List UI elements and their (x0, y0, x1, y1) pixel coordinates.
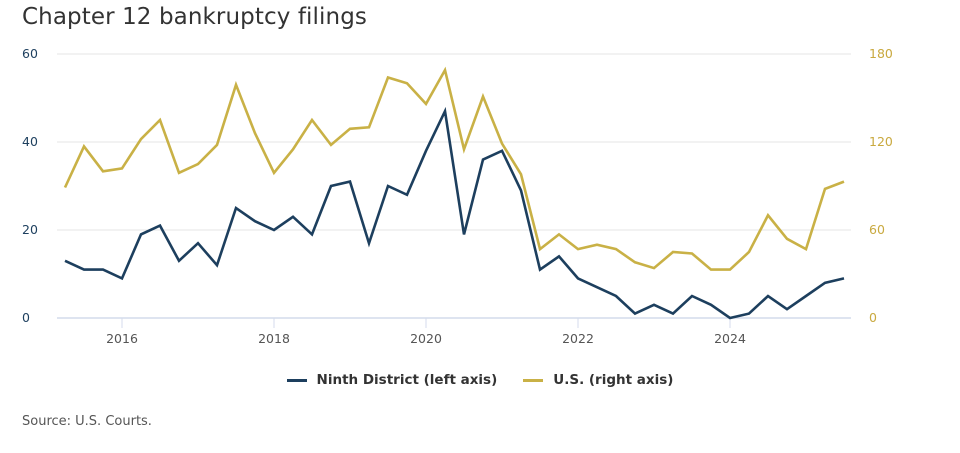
legend: Ninth District (left axis) U.S. (right a… (0, 372, 960, 388)
series-line-ninth-district (64, 106, 845, 320)
x-tick-label: 2016 (106, 331, 138, 346)
x-tick-label: 2018 (258, 331, 290, 346)
y-axis-left: 0 20 40 60 (22, 46, 38, 325)
legend-item-ninth-district[interactable]: Ninth District (left axis) (286, 372, 498, 388)
y-axis-right: 0 60 120 180 (869, 46, 893, 325)
y-left-tick-label: 60 (22, 46, 38, 61)
chart-title: Chapter 12 bankruptcy filings (22, 4, 367, 30)
gridlines (57, 53, 851, 319)
y-right-tick-label: 60 (869, 222, 885, 237)
x-tick-label: 2024 (714, 331, 746, 346)
y-right-tick-label: 180 (869, 46, 893, 61)
legend-label-us: U.S. (right axis) (553, 372, 674, 388)
y-left-tick-label: 40 (22, 134, 38, 149)
x-axis: 2016 2018 2020 2022 2024 (106, 318, 746, 346)
legend-swatch-us (523, 378, 544, 382)
x-tick-label: 2022 (562, 331, 594, 346)
legend-swatch-ninth-district (286, 378, 307, 382)
y-left-tick-label: 0 (22, 310, 30, 325)
legend-label-ninth-district: Ninth District (left axis) (316, 372, 498, 388)
series-line-us (63, 66, 845, 271)
y-right-tick-label: 120 (869, 134, 893, 149)
legend-item-us[interactable]: U.S. (right axis) (523, 372, 673, 388)
series-lines (63, 66, 845, 320)
x-tick-label: 2020 (410, 331, 442, 346)
y-left-tick-label: 20 (22, 222, 38, 237)
source-note: Source: U.S. Courts. (22, 414, 152, 429)
y-right-tick-label: 0 (869, 310, 877, 325)
